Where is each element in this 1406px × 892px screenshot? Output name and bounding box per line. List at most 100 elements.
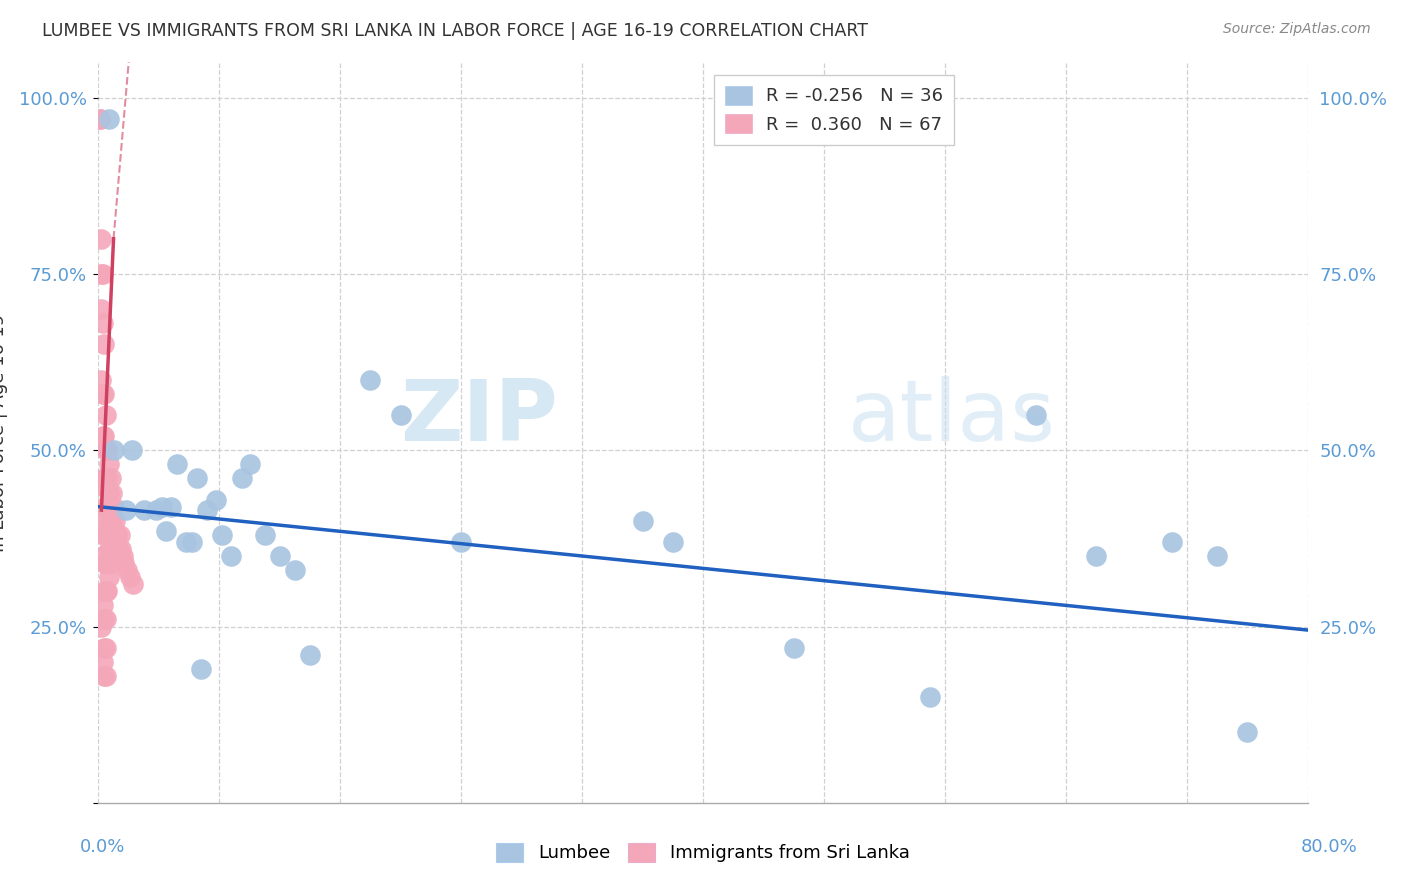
Point xyxy=(918,690,941,704)
Point xyxy=(100,556,122,570)
Point xyxy=(94,443,117,458)
Point xyxy=(91,429,114,443)
Point xyxy=(91,267,114,281)
Point xyxy=(253,528,276,542)
Point xyxy=(90,302,112,317)
Point xyxy=(98,541,121,556)
Point xyxy=(105,528,128,542)
Point xyxy=(96,443,118,458)
Point xyxy=(98,485,121,500)
Point xyxy=(101,514,124,528)
Y-axis label: In Labor Force | Age 16-19: In Labor Force | Age 16-19 xyxy=(0,313,7,552)
Point xyxy=(93,556,115,570)
Point xyxy=(93,584,115,599)
Point xyxy=(103,528,125,542)
Point xyxy=(1206,549,1229,563)
Point xyxy=(94,640,117,655)
Point xyxy=(195,503,218,517)
Point xyxy=(181,535,204,549)
Point xyxy=(211,528,233,542)
Point xyxy=(93,337,115,351)
Point xyxy=(93,471,115,485)
Point xyxy=(150,500,173,514)
Point xyxy=(98,458,121,472)
Point xyxy=(1024,408,1046,422)
Point xyxy=(94,471,117,485)
Point xyxy=(98,570,121,584)
Point xyxy=(186,471,208,485)
Point xyxy=(96,556,118,570)
Point xyxy=(166,458,188,472)
Point xyxy=(104,514,127,528)
Point xyxy=(783,640,806,655)
Point xyxy=(284,563,307,577)
Legend: R = -0.256   N = 36, R =  0.360   N = 67: R = -0.256 N = 36, R = 0.360 N = 67 xyxy=(714,75,953,145)
Point xyxy=(221,549,243,563)
Point xyxy=(205,492,228,507)
Point xyxy=(160,500,183,514)
Point xyxy=(93,387,115,401)
Point xyxy=(101,485,124,500)
Point xyxy=(631,514,654,528)
Point xyxy=(1085,549,1108,563)
Point xyxy=(112,556,135,570)
Point xyxy=(100,471,122,485)
Point xyxy=(90,267,112,281)
Point xyxy=(91,316,114,330)
Point xyxy=(114,503,136,517)
Point xyxy=(90,232,112,246)
Point xyxy=(121,443,143,458)
Point xyxy=(107,541,129,556)
Point xyxy=(90,619,112,633)
Legend: Lumbee, Immigrants from Sri Lanka: Lumbee, Immigrants from Sri Lanka xyxy=(489,836,917,870)
Text: LUMBEE VS IMMIGRANTS FROM SRI LANKA IN LABOR FORCE | AGE 16-19 CORRELATION CHART: LUMBEE VS IMMIGRANTS FROM SRI LANKA IN L… xyxy=(42,22,868,40)
Point xyxy=(89,112,111,126)
Text: ZIP: ZIP xyxy=(401,376,558,459)
Point xyxy=(93,500,115,514)
Text: atlas: atlas xyxy=(848,376,1056,459)
Text: 0.0%: 0.0% xyxy=(80,838,125,855)
Point xyxy=(231,471,253,485)
Point xyxy=(94,500,117,514)
Point xyxy=(101,541,124,556)
Point xyxy=(91,387,114,401)
Point xyxy=(98,514,121,528)
Point xyxy=(269,549,291,563)
Point xyxy=(94,584,117,599)
Point xyxy=(155,524,177,539)
Point xyxy=(90,373,112,387)
Point xyxy=(661,535,683,549)
Point xyxy=(450,535,472,549)
Point xyxy=(145,503,167,517)
Point xyxy=(94,669,117,683)
Point xyxy=(91,549,114,563)
Point xyxy=(103,443,125,458)
Point xyxy=(96,500,118,514)
Point xyxy=(1236,725,1258,739)
Point xyxy=(100,500,122,514)
Point xyxy=(93,612,115,626)
Point xyxy=(299,648,322,662)
Point xyxy=(122,577,145,591)
Point xyxy=(93,429,115,443)
Point xyxy=(91,655,114,669)
Point xyxy=(108,528,131,542)
Point xyxy=(174,535,197,549)
Point xyxy=(93,640,115,655)
Point xyxy=(98,112,121,126)
Point xyxy=(120,570,142,584)
Point xyxy=(111,549,134,563)
Point xyxy=(115,563,138,577)
Point xyxy=(110,541,132,556)
Point xyxy=(389,408,412,422)
Point xyxy=(132,503,155,517)
Text: 80.0%: 80.0% xyxy=(1301,838,1357,855)
Text: Source: ZipAtlas.com: Source: ZipAtlas.com xyxy=(1223,22,1371,37)
Point xyxy=(93,528,115,542)
Point xyxy=(93,669,115,683)
Point xyxy=(100,528,122,542)
Point xyxy=(94,528,117,542)
Point xyxy=(94,612,117,626)
Point xyxy=(96,584,118,599)
Point xyxy=(89,112,111,126)
